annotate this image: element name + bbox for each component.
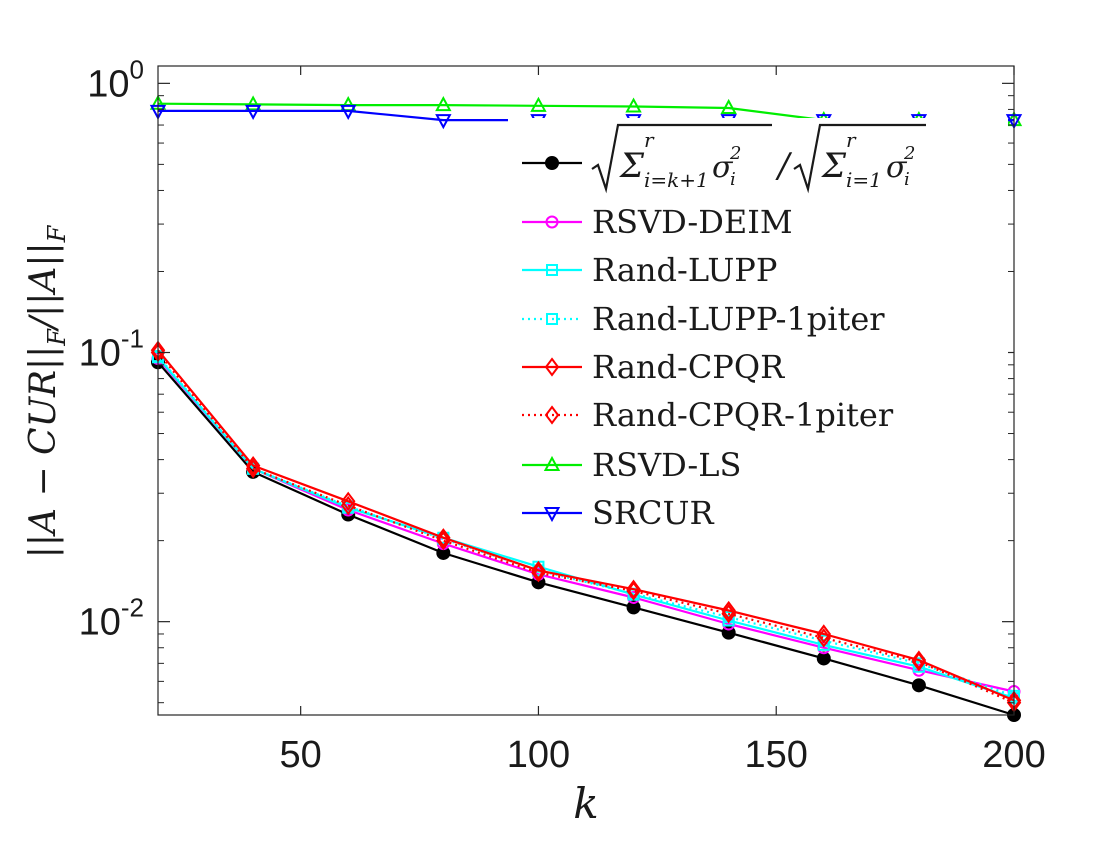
legend-item-sigma-tail: Σri=k+1 σ2i / Σri=1 σ2i	[522, 123, 926, 194]
data-point-rand-cpqr	[531, 560, 546, 581]
legend-sigma-sub: i	[730, 169, 736, 190]
data-point-rsvd-ls	[625, 97, 642, 113]
data-point-rand-cpqr-1piter	[816, 628, 832, 648]
y-tick-label: 10-1	[79, 324, 144, 375]
y-tick-mantissa: 10	[87, 63, 129, 105]
legend-label: SRCUR	[592, 494, 714, 532]
legend-marker	[546, 264, 558, 276]
sqrt-sign	[591, 123, 772, 194]
data-point-rand-cpqr	[245, 455, 261, 476]
legend-item-rsvd-ls: RSVD-LS	[522, 446, 741, 484]
legend-label: RSVD-LS	[592, 446, 741, 484]
legend-item-rand-cpqr-1piter: Rand-CPQR-1piter	[522, 396, 894, 434]
x-axis-label: k	[573, 779, 598, 828]
data-point-rand-cpqr	[721, 600, 736, 621]
data-point-rand-cpqr-1piter	[436, 530, 451, 551]
legend-sigma-sub-2: i	[904, 169, 910, 190]
legend-marker	[544, 405, 560, 425]
x-tick-label: 200	[982, 734, 1045, 776]
data-point-rand-cpqr-1piter	[721, 604, 736, 624]
legend-label: Rand-LUPP-1piter	[592, 300, 885, 338]
legend: Σri=k+1 σ2i / Σri=1 σ2iRSVD-DEIMRand-LUPPRan…	[508, 118, 1008, 538]
legend-item-rand-lupp-1piter: Rand-LUPP-1piter	[522, 300, 885, 338]
legend-sum-upper: r	[644, 128, 655, 152]
series-line-rand-cpqr	[157, 349, 1015, 702]
data-point-rsvd-ls	[244, 95, 262, 111]
y-tick-exponent: 0	[130, 54, 144, 84]
y-tick-mantissa: 10	[79, 333, 121, 375]
legend-slash: /	[775, 146, 793, 186]
legend-formula-numerator: Σ	[618, 146, 645, 186]
data-point-rsvd-ls	[530, 96, 547, 112]
legend-label: Rand-LUPP	[592, 251, 777, 289]
y-tick-label: 10-2	[79, 593, 144, 644]
legend-item-rand-lupp: Rand-LUPP	[522, 251, 777, 289]
y-axis-label: ||A − CUR||F/||A||F	[23, 224, 71, 558]
data-point-rand-cpqr-1piter	[626, 581, 641, 601]
data-point-rand-cpqr-1piter	[531, 563, 546, 583]
data-point-rand-cpqr	[816, 624, 832, 644]
legend-marker	[545, 156, 559, 170]
legend-marker	[545, 215, 559, 229]
data-point-sigma-tail	[626, 600, 641, 615]
legend-label: RSVD-DEIM	[592, 203, 793, 241]
legend-label: Rand-CPQR	[592, 348, 785, 386]
x-tick-label: 50	[280, 734, 322, 776]
data-point-rsvd-ls	[435, 96, 452, 112]
legend-sum-lower-2: i=1	[846, 168, 882, 192]
data-point-rand-cpqr-1piter	[911, 652, 927, 672]
legend-sigma-exp: 2	[729, 143, 741, 164]
data-point-rand-cpqr	[436, 528, 451, 548]
legend-formula: Σri=k+1 σ2i / Σri=1 σ2i	[591, 123, 926, 194]
data-point-rand-cpqr	[626, 579, 641, 599]
legend-item-srcur: SRCUR	[522, 494, 714, 532]
legend-sigma-exp-2: 2	[903, 143, 915, 164]
legend-formula-denominator: Σ	[820, 146, 847, 186]
legend-item-rand-cpqr: Rand-CPQR	[522, 348, 785, 386]
x-tick-label: 100	[507, 734, 570, 776]
y-label-minus: −	[23, 455, 64, 508]
y-label-A: A	[23, 508, 64, 537]
y-tick-label: 100	[87, 54, 144, 105]
legend-sigma-2: σ	[886, 150, 908, 185]
data-point-rand-cpqr-1piter	[340, 495, 356, 516]
data-point-srcur	[435, 114, 452, 130]
series-line-sigma-tail	[157, 361, 1015, 717]
legend-marker	[546, 313, 558, 325]
data-point-sigma-tail	[816, 651, 831, 666]
legend-sigma: σ	[712, 150, 734, 185]
sqrt-sign-2	[793, 123, 926, 194]
legend-item-rsvd-deim: RSVD-DEIM	[522, 203, 793, 241]
y-tick-exponent: -2	[121, 593, 144, 623]
data-point-srcur	[244, 104, 262, 121]
legend-marker	[544, 357, 560, 377]
series-line-rand-lupp-1piter	[157, 355, 1015, 697]
legend-sum-lower: i=k+1	[644, 168, 709, 192]
legend-label: Rand-CPQR-1piter	[592, 396, 894, 434]
data-point-rsvd-ls	[720, 98, 737, 114]
data-point-sigma-tail	[911, 678, 926, 693]
x-tick-label: 150	[745, 734, 808, 776]
legend-marker	[543, 507, 561, 523]
series-rand-cpqr-1piter	[150, 342, 1022, 713]
data-point-srcur	[340, 104, 357, 121]
data-point-rand-cpqr	[340, 491, 356, 511]
y-tick-mantissa: 10	[79, 602, 121, 644]
legend-marker	[543, 455, 561, 471]
legend-sum-upper-2: r	[846, 128, 857, 152]
data-point-rand-cpqr-1piter	[245, 459, 261, 479]
y-tick-exponent: -1	[121, 324, 144, 354]
plot-frame	[157, 65, 1015, 716]
legend-background	[508, 118, 1008, 538]
